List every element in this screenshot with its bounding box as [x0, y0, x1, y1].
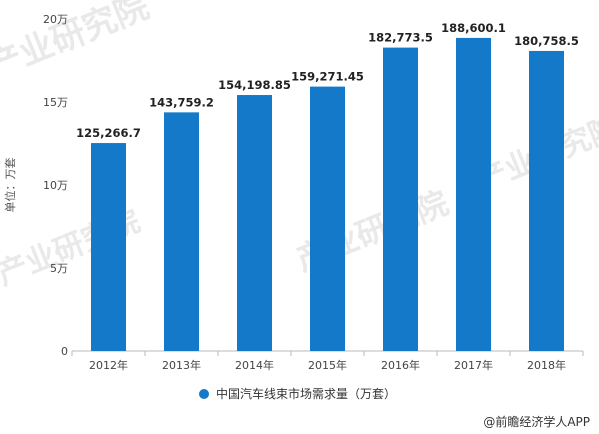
bar: [456, 37, 491, 352]
data-label: 159,271.45: [291, 70, 364, 84]
data-label: 182,773.5: [368, 31, 433, 45]
x-tick-label: 2013年: [162, 358, 201, 372]
y-tick-label: 15万: [43, 96, 68, 109]
legend-label: 中国汽车线束市场需求量（万套）: [216, 386, 396, 401]
data-label: 125,266.7: [76, 126, 141, 140]
y-tick-label: 20万: [43, 13, 68, 26]
x-axis: 2012年 2013年 2014年 2015年 2016年 2017年 2018年: [71, 351, 584, 372]
watermark-group: 产业研究院 产业研究院 产业研究院 产业研究院: [0, 0, 599, 292]
data-label: 188,600.1: [441, 21, 506, 35]
x-tick-label: 2016年: [381, 358, 420, 372]
bar: [529, 50, 564, 352]
bar: [164, 112, 199, 351]
data-label: 154,198.85: [218, 78, 291, 92]
y-axis-label: 单位：万套: [3, 158, 17, 213]
bar: [91, 143, 126, 351]
data-label: 143,759.2: [149, 95, 214, 109]
x-tick-label: 2012年: [89, 358, 128, 372]
legend[interactable]: 中国汽车线束市场需求量（万套）: [199, 386, 396, 401]
x-tick-label: 2015年: [308, 358, 347, 372]
y-tick-label: 0: [61, 345, 68, 358]
legend-marker: [199, 389, 209, 399]
y-tick-label: 10万: [43, 179, 68, 192]
watermark: 产业研究院: [0, 0, 155, 87]
x-tick-label: 2017年: [454, 358, 493, 372]
y-tick-label: 5万: [50, 262, 68, 275]
data-label: 180,758.5: [514, 34, 579, 48]
x-tick-label: 2014年: [235, 358, 274, 372]
bar: [310, 86, 345, 352]
bar: [383, 47, 418, 352]
bar: [237, 95, 272, 351]
x-tick-label: 2018年: [527, 358, 566, 372]
credit-text: @前瞻经济学人APP: [483, 414, 590, 429]
y-axis: 0 5万 10万 15万 20万: [43, 13, 68, 358]
